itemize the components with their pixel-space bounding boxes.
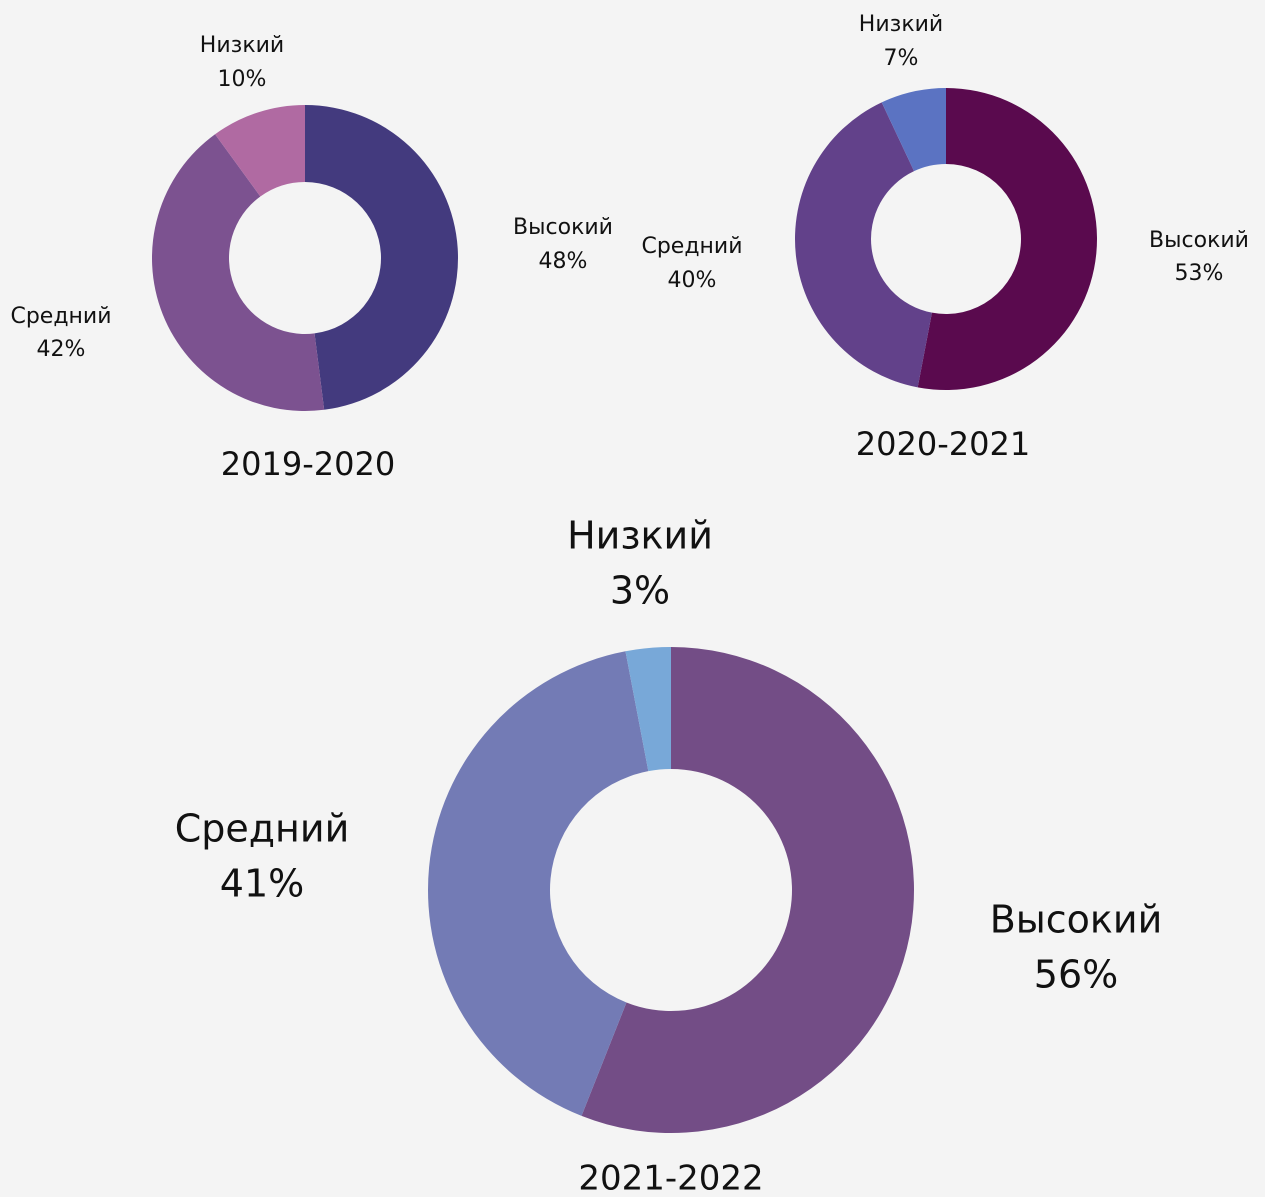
- value-label: 42%: [37, 337, 86, 362]
- category-label: Низкий: [200, 33, 284, 58]
- chart-title: 2020-2021: [856, 425, 1030, 463]
- category-label: Средний: [10, 304, 111, 329]
- value-label: 7%: [884, 46, 919, 71]
- chart-title: 2021-2022: [578, 1159, 763, 1197]
- category-label: Средний: [175, 807, 350, 851]
- donut-slice: [795, 102, 932, 388]
- donut-slice: [152, 134, 325, 412]
- value-label: 10%: [218, 67, 267, 92]
- category-label: Высокий: [1149, 228, 1249, 253]
- donut-slice: [215, 105, 305, 197]
- donut-slice: [917, 88, 1097, 390]
- category-label: Низкий: [567, 514, 713, 558]
- category-label: Низкий: [859, 12, 943, 37]
- donut-slice: [581, 647, 915, 1134]
- value-label: 53%: [1175, 261, 1224, 286]
- value-label: 40%: [668, 268, 717, 293]
- value-label: 3%: [610, 569, 670, 613]
- category-label: Средний: [641, 234, 742, 259]
- chart-title: 2019-2020: [221, 445, 395, 483]
- donut-slice: [305, 105, 459, 410]
- value-label: 56%: [1034, 953, 1118, 997]
- donut-slice: [625, 647, 671, 772]
- value-label: 41%: [220, 862, 304, 906]
- donut-slice: [881, 88, 946, 172]
- value-label: 48%: [539, 249, 588, 274]
- category-label: Высокий: [990, 898, 1163, 942]
- category-label: Высокий: [513, 215, 613, 240]
- donut-slice: [428, 651, 649, 1116]
